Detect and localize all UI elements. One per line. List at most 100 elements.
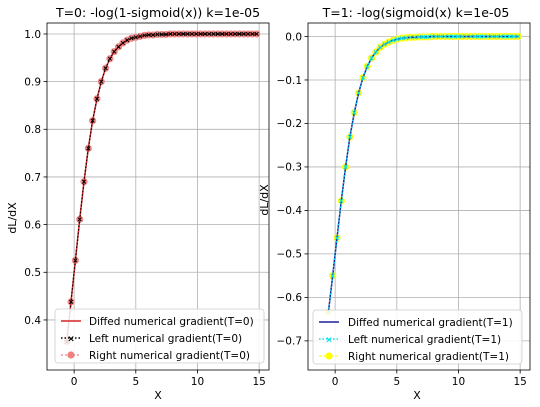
right-left-gradient-point: [352, 110, 357, 115]
left-left-gradient-point: [207, 31, 212, 37]
left-y-tick-label: 0.9: [24, 76, 41, 88]
left-left-gradient-point: [112, 49, 117, 54]
left-x-tick-label: 5: [132, 376, 139, 388]
right-chart-title: T=1: -log(sigmoid(x) k=1e-05: [322, 5, 510, 20]
left-left-gradient-point: [237, 31, 242, 37]
right-chart-y-axis-label: dL/dX: [258, 184, 271, 216]
left-left-gradient-point: [129, 36, 134, 41]
right-chart-x-ticks: 0 5 10 15: [332, 370, 527, 388]
right-legend-label-right: Right numerical gradient(T=1): [348, 351, 509, 363]
left-left-gradient-point: [133, 35, 138, 40]
right-x-tick-label: 15: [513, 376, 526, 388]
left-left-gradient-point: [245, 31, 251, 37]
right-y-tick-label: −0.1: [277, 75, 303, 87]
right-left-gradient-point: [382, 42, 387, 47]
left-y-tick-label: 1.0: [24, 29, 41, 41]
left-chart-y-ticks: 0.4 0.5 0.6 0.7 0.8 0.9 1.0: [24, 29, 47, 327]
right-x-tick-label: 0: [332, 376, 339, 388]
right-left-gradient-point: [373, 49, 378, 55]
right-left-gradient-point: [481, 34, 486, 39]
left-left-gradient-point: [137, 34, 143, 39]
right-y-tick-label: −0.6: [277, 292, 303, 304]
left-left-gradient-point: [159, 32, 164, 37]
left-x-tick-label: 0: [71, 376, 78, 388]
right-legend-entry-left: × Left numerical gradient(T=1): [319, 334, 501, 346]
left-chart-x-axis-label: X: [154, 389, 162, 402]
right-left-gradient-point: [365, 64, 370, 69]
left-chart-y-axis-label: dL/dX: [6, 202, 19, 234]
right-chart-legend: Diffed numerical gradient(T=1) × Left nu…: [312, 309, 523, 365]
right-right-gradient-line: [327, 35, 519, 313]
right-left-gradient-point: [503, 34, 508, 39]
left-left-gradient-point: [142, 33, 147, 38]
left-y-tick-label: 0.6: [24, 219, 41, 231]
left-y-tick-label: 0.7: [24, 172, 41, 184]
right-x-tick-label: 5: [393, 376, 400, 388]
right-left-gradient-line: [327, 35, 519, 313]
left-legend-label-right: Right numerical gradient(T=0): [89, 350, 250, 362]
right-left-gradient-point: [395, 36, 400, 42]
right-left-gradient-point: [347, 134, 353, 140]
left-left-gradient-point: [94, 96, 100, 101]
right-left-gradient-point: [429, 34, 435, 39]
left-left-gradient-point: [241, 31, 246, 37]
right-left-gradient-point: [399, 36, 404, 41]
left-y-tick-label: 0.8: [24, 124, 41, 136]
left-left-gradient-point: [77, 217, 82, 222]
right-left-gradient-point: [412, 35, 417, 40]
left-left-gradient-point: [254, 31, 259, 37]
left-left-gradient-point: [198, 31, 203, 37]
right-left-gradient-point: [386, 39, 391, 45]
left-left-gradient-point: [168, 31, 173, 37]
left-left-gradient-point: [81, 179, 87, 184]
left-left-gradient-point: [116, 44, 121, 49]
right-legend-entry-right: Right numerical gradient(T=1): [319, 351, 509, 363]
right-left-gradient-point: [343, 164, 348, 170]
left-legend-entry-right: Right numerical gradient(T=0): [61, 350, 250, 362]
left-left-gradient-point: [185, 31, 190, 37]
left-legend-entry-left: × Left numerical gradient(T=0): [61, 333, 242, 345]
right-left-gradient-point: [339, 198, 344, 204]
left-legend-x-marker: ×: [67, 335, 75, 345]
left-chart-x-ticks: 0 5 10 15: [71, 370, 266, 388]
left-chart: T=0: -log(1-sigmoid(x)) k=1e-05 0.40.50.…: [6, 5, 270, 402]
right-chart-y-ticks: −0.7 −0.6 −0.5 −0.4 −0.3 −0.2 −0.1 0.0: [277, 31, 308, 348]
right-left-gradient-point: [421, 34, 426, 40]
left-left-gradient-point: [202, 31, 208, 37]
left-left-gradient-point: [150, 32, 156, 38]
left-diffed-gradient-line: [65, 33, 257, 342]
left-chart-legend-box: [54, 308, 265, 364]
right-left-gradient-point: [403, 35, 409, 40]
left-x-tick-label: 15: [252, 376, 265, 388]
left-left-gradient-point: [125, 38, 130, 43]
left-left-gradient-point: [73, 258, 78, 263]
right-y-tick-label: −0.2: [277, 118, 303, 130]
right-y-tick-label: −0.4: [277, 205, 303, 217]
left-left-gradient-point: [155, 32, 160, 37]
left-legend-entry-diffed: Diffed numerical gradient(T=0): [61, 316, 254, 328]
right-left-gradient-point: [360, 75, 366, 80]
left-left-gradient-point: [228, 31, 233, 37]
left-legend-label-left: Left numerical gradient(T=0): [89, 333, 242, 345]
left-left-gradient-point: [107, 56, 113, 61]
right-left-gradient-point: [377, 45, 383, 50]
left-left-gradient-point: [68, 299, 74, 304]
right-left-gradient-point: [451, 34, 456, 39]
right-left-gradient-point: [408, 35, 413, 40]
right-left-gradient-point: [485, 34, 491, 39]
left-left-gradient-point: [163, 32, 169, 37]
right-left-gradient-point: [434, 34, 439, 39]
right-left-gradient-point: [425, 34, 430, 40]
right-diffed-gradient-line: [327, 35, 519, 313]
right-y-tick-label: 0.0: [285, 31, 302, 43]
right-left-gradient-point: [507, 34, 512, 39]
left-left-gradient-point: [172, 31, 177, 37]
left-left-gradient-point: [194, 31, 199, 37]
right-chart-series: [324, 32, 522, 316]
right-y-tick-label: −0.3: [277, 162, 303, 174]
left-left-gradient-point: [215, 31, 220, 37]
right-left-gradient-point: [356, 90, 361, 96]
right-legend-entry-diffed: Diffed numerical gradient(T=1): [319, 317, 513, 329]
right-legend-marker-right: [325, 352, 333, 360]
